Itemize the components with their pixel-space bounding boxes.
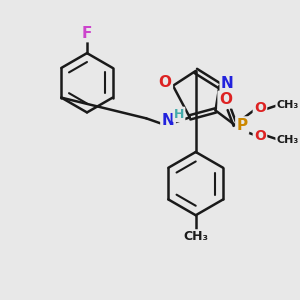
Text: P: P xyxy=(237,118,248,133)
Text: O: O xyxy=(254,129,266,143)
Text: N: N xyxy=(162,113,174,128)
Text: F: F xyxy=(82,26,92,41)
Text: N: N xyxy=(221,76,234,91)
Text: CH₃: CH₃ xyxy=(277,135,299,145)
Text: O: O xyxy=(219,92,232,107)
Text: CH₃: CH₃ xyxy=(277,100,299,110)
Text: O: O xyxy=(159,75,172,90)
Text: O: O xyxy=(254,101,266,116)
Text: H: H xyxy=(174,108,184,121)
Text: CH₃: CH₃ xyxy=(183,230,208,244)
